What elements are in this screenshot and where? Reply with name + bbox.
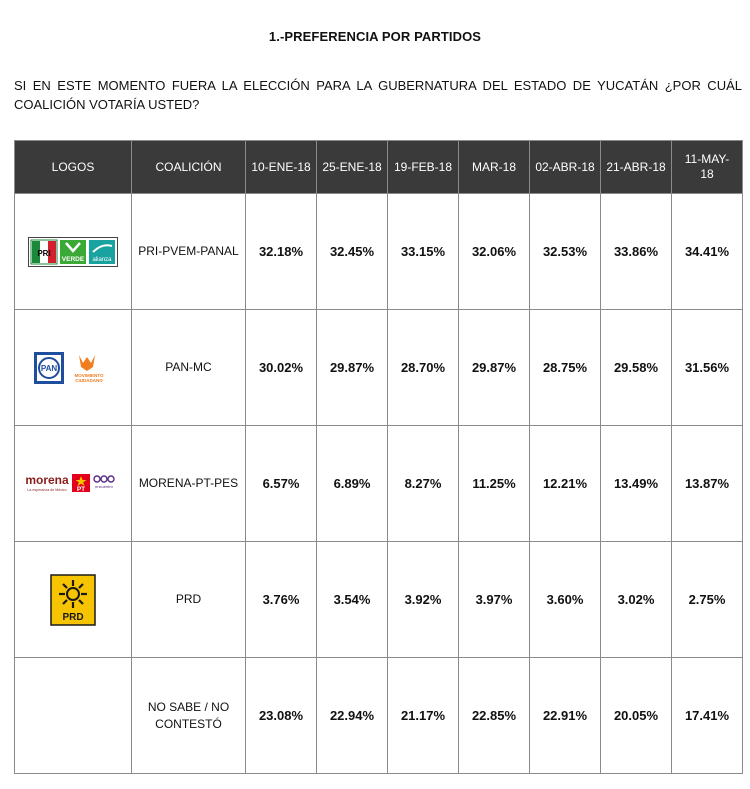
percentage-cell: 3.97% <box>458 541 530 658</box>
percentage-cell: 23.08% <box>245 657 317 774</box>
percentage-cell: 32.45% <box>316 193 388 310</box>
logo-cell: morena La esperanza de México PT encuent… <box>14 425 132 542</box>
percentage-cell: 3.76% <box>245 541 317 658</box>
header-date: 10-ENE-18 <box>245 140 317 194</box>
table-row: morena La esperanza de México PT encuent… <box>14 425 743 542</box>
percentage-cell: 3.02% <box>600 541 672 658</box>
svg-text:VERDE: VERDE <box>62 256 85 263</box>
pri-pvem-panal-logo: PRI VERDE alianza <box>28 236 118 267</box>
percentage-cell: 3.54% <box>316 541 388 658</box>
prd-logo: PRD <box>50 573 96 626</box>
percentage-cell: 28.75% <box>529 309 601 426</box>
coalition-name: NO SABE / NO CONTESTÓ <box>131 657 246 774</box>
header-date: 25-ENE-18 <box>316 140 388 194</box>
header-date: 11-MAY-18 <box>671 140 743 194</box>
svg-text:La esperanza de México: La esperanza de México <box>27 488 66 492</box>
logo-cell: PRD <box>14 541 132 658</box>
header-date: MAR-18 <box>458 140 530 194</box>
percentage-cell: 12.21% <box>529 425 601 542</box>
percentage-cell: 32.06% <box>458 193 530 310</box>
percentage-cell: 21.17% <box>387 657 459 774</box>
percentage-cell: 32.53% <box>529 193 601 310</box>
percentage-cell: 33.15% <box>387 193 459 310</box>
percentage-cell: 30.02% <box>245 309 317 426</box>
logo-cell: PAN MOVIMIENTO CIUDADANO <box>14 309 132 426</box>
svg-text:MOVIMIENTO: MOVIMIENTO <box>75 373 104 378</box>
svg-text:PAN: PAN <box>41 364 58 373</box>
percentage-cell: 13.49% <box>600 425 672 542</box>
percentage-cell: 32.18% <box>245 193 317 310</box>
percentage-cell: 6.89% <box>316 425 388 542</box>
page-title: 1.-PREFERENCIA POR PARTIDOS <box>268 29 482 44</box>
results-table: LOGOS COALICIÓN 10-ENE-18 25-ENE-18 19-F… <box>14 140 743 774</box>
logo-cell <box>14 657 132 774</box>
coalition-name: PRD <box>131 541 246 658</box>
percentage-cell: 3.92% <box>387 541 459 658</box>
percentage-cell: 31.56% <box>671 309 743 426</box>
morena-pt-pes-logo: morena La esperanza de México PT encuent… <box>25 473 115 493</box>
percentage-cell: 29.87% <box>316 309 388 426</box>
percentage-cell: 34.41% <box>671 193 743 310</box>
survey-question: SI EN ESTE MOMENTO FUERA LA ELECCIÓN PAR… <box>14 78 742 112</box>
coalition-name: PRI-PVEM-PANAL <box>131 193 246 310</box>
percentage-cell: 17.41% <box>671 657 743 774</box>
logo-cell: PRI VERDE alianza <box>14 193 132 310</box>
percentage-cell: 13.87% <box>671 425 743 542</box>
percentage-cell: 29.58% <box>600 309 672 426</box>
table-row: PRD PRD 3.76% 3.54% 3.92% 3.97% 3.60% 3.… <box>14 541 743 658</box>
percentage-cell: 29.87% <box>458 309 530 426</box>
table-row: NO SABE / NO CONTESTÓ 23.08% 22.94% 21.1… <box>14 657 743 774</box>
percentage-cell: 22.94% <box>316 657 388 774</box>
percentage-cell: 22.85% <box>458 657 530 774</box>
percentage-cell: 2.75% <box>671 541 743 658</box>
coalition-name: MORENA-PT-PES <box>131 425 246 542</box>
percentage-cell: 3.60% <box>529 541 601 658</box>
svg-text:alianza: alianza <box>92 257 112 263</box>
header-date: 02-ABR-18 <box>529 140 601 194</box>
svg-text:PRD: PRD <box>62 612 83 623</box>
pan-mc-logo: PAN MOVIMIENTO CIUDADANO <box>34 351 104 384</box>
percentage-cell: 20.05% <box>600 657 672 774</box>
coalition-name: PAN-MC <box>131 309 246 426</box>
header-row: LOGOS COALICIÓN 10-ENE-18 25-ENE-18 19-F… <box>14 140 743 194</box>
percentage-cell: 22.91% <box>529 657 601 774</box>
header-date: 19-FEB-18 <box>387 140 459 194</box>
svg-text:PRI: PRI <box>37 249 50 258</box>
percentage-cell: 28.70% <box>387 309 459 426</box>
percentage-cell: 8.27% <box>387 425 459 542</box>
header-coalicion: COALICIÓN <box>131 140 246 194</box>
percentage-cell: 33.86% <box>600 193 672 310</box>
svg-text:morena: morena <box>25 473 69 487</box>
svg-text:PT: PT <box>77 486 85 493</box>
header-date: 21-ABR-18 <box>600 140 672 194</box>
percentage-cell: 11.25% <box>458 425 530 542</box>
header-logos: LOGOS <box>14 140 132 194</box>
table-row: PRI VERDE alianza PRI-PVEM-PANAL 32.18% … <box>14 193 743 310</box>
percentage-cell: 6.57% <box>245 425 317 542</box>
svg-text:CIUDADANO: CIUDADANO <box>75 378 103 383</box>
svg-text:encuentro: encuentro <box>95 484 114 489</box>
table-row: PAN MOVIMIENTO CIUDADANO PAN-MC 30.02% 2… <box>14 309 743 426</box>
